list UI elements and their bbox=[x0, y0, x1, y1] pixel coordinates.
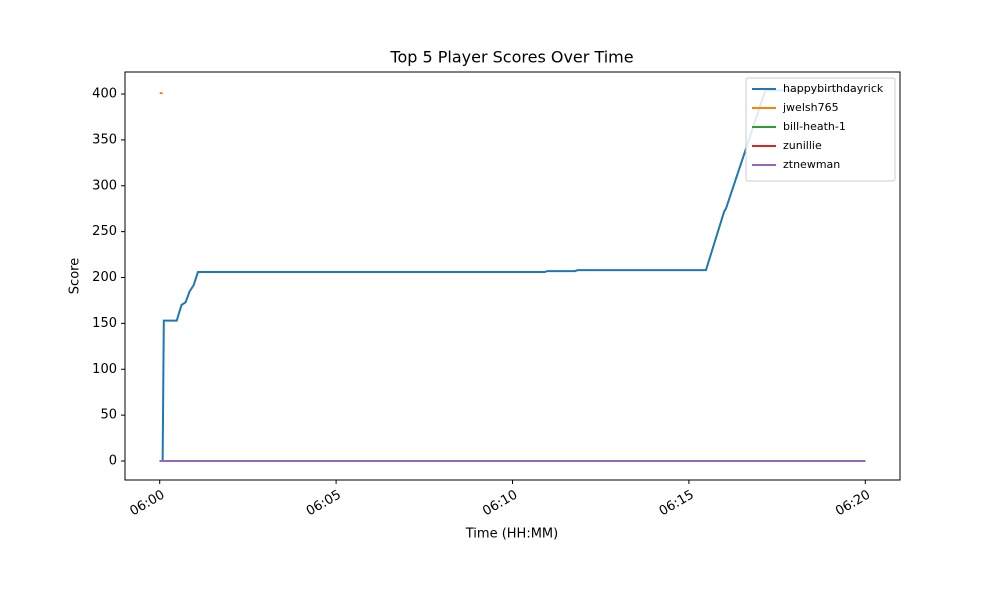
y-tick-label: 50 bbox=[100, 408, 117, 423]
legend-box bbox=[745, 77, 896, 182]
plot-frame bbox=[124, 71, 901, 481]
y-tick-label: 400 bbox=[92, 87, 117, 102]
series-line bbox=[159, 89, 866, 463]
legend-label: happybirthdayrick bbox=[783, 82, 884, 95]
y-tick-label: 150 bbox=[92, 316, 117, 331]
legend-label: jwelsh765 bbox=[782, 101, 839, 114]
y-tick-label: 100 bbox=[92, 362, 117, 377]
legend-label: bill-heath-1 bbox=[783, 120, 846, 133]
x-axis-label: Time (HH:MM) bbox=[465, 527, 558, 542]
y-tick-label: 350 bbox=[92, 132, 117, 147]
legend-label: zunillie bbox=[783, 139, 822, 152]
y-axis-label: Score bbox=[68, 258, 83, 294]
y-tick-label: 0 bbox=[109, 454, 117, 469]
legend: happybirthdayrick jwelsh765 bill-heath-1 zu… bbox=[745, 77, 896, 182]
legend-label: ztnewman bbox=[783, 158, 840, 171]
y-tick-label: 300 bbox=[92, 178, 117, 193]
y-tick-label: 250 bbox=[92, 224, 117, 239]
y-tick-label: 200 bbox=[92, 270, 117, 285]
chart-title: Top 5 Player Scores Over Time bbox=[389, 48, 633, 67]
